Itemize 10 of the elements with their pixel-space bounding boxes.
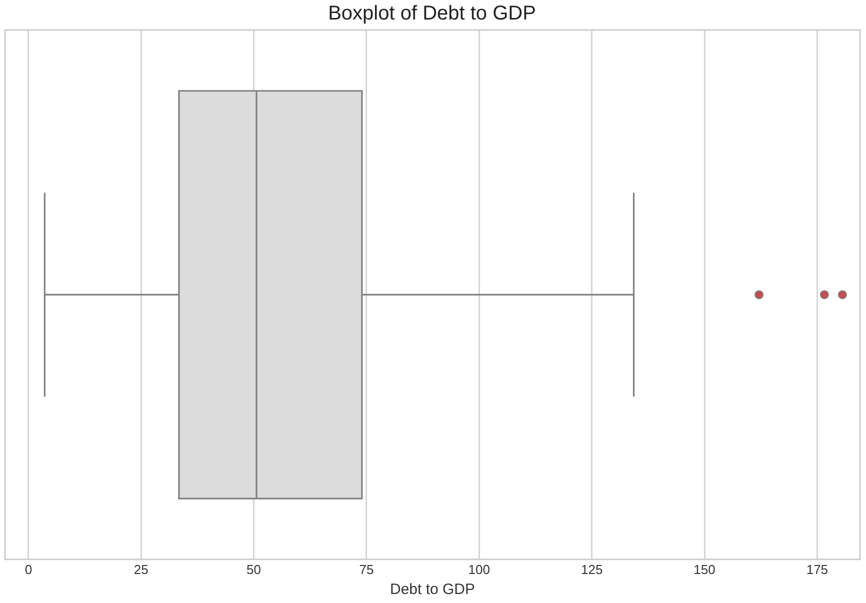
x-tick-label: 25 — [134, 562, 148, 577]
x-tick-label: 75 — [359, 562, 374, 577]
x-tick-label: 175 — [806, 562, 828, 577]
x-tick-label: 100 — [468, 562, 490, 577]
x-tick-label: 150 — [694, 562, 716, 577]
x-tick-label: 50 — [246, 562, 262, 577]
chart-title: Boxplot of Debt to GDP — [328, 2, 536, 25]
x-tick-label: 125 — [580, 562, 603, 577]
x-tick-label: 0 — [24, 562, 32, 577]
x-axis-title: Debt to GDP — [390, 581, 476, 598]
